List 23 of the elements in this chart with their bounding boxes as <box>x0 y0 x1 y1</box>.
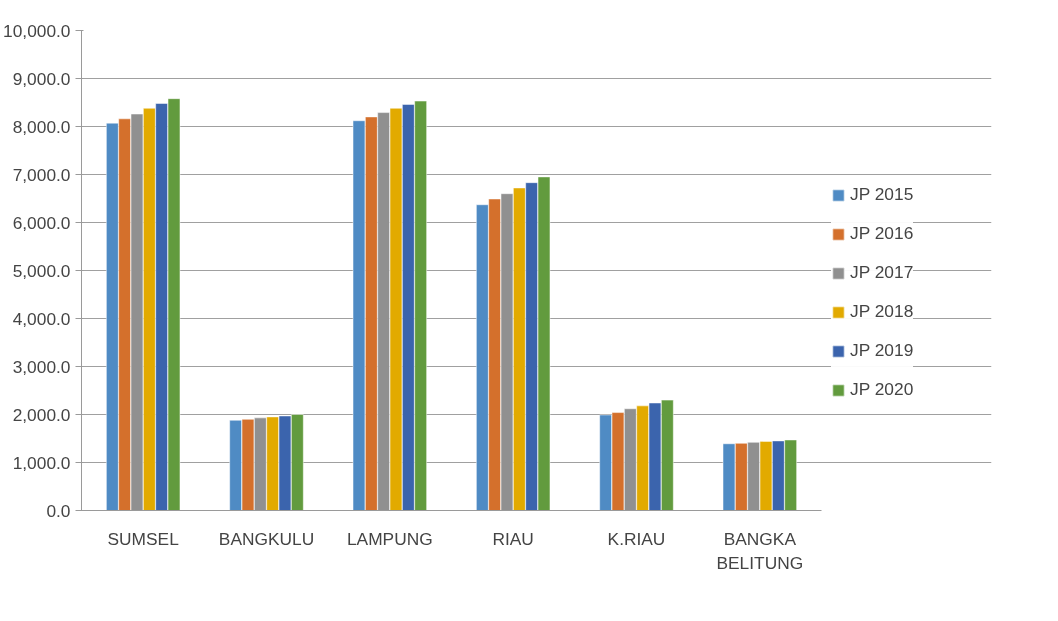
x-tick-label: LAMPUNG <box>346 528 433 549</box>
x-tick-label: BANGKA BELITUNG <box>716 528 804 573</box>
y-tick-label: 10,000.0 <box>3 20 71 41</box>
y-tick-label: 4,000.0 <box>12 308 71 329</box>
legend-label: JP 2017 <box>850 262 914 283</box>
y-tick-label: 9,000.0 <box>12 68 71 89</box>
y-tick-label: 3,000.0 <box>12 356 71 377</box>
y-tick-label: 7,000.0 <box>12 164 71 185</box>
legend-label: JP 2019 <box>850 340 914 361</box>
y-tick-label: 0.0 <box>46 500 71 521</box>
x-tick-label: K.RIAU <box>607 528 666 549</box>
y-tick-label: 8,000.0 <box>12 116 71 137</box>
y-tick-label: 5,000.0 <box>12 260 71 281</box>
legend-label: JP 2020 <box>850 379 914 400</box>
legend-label: JP 2016 <box>850 223 914 244</box>
x-tick-label: BANGKULU <box>218 528 315 549</box>
x-tick-label: RIAU <box>492 528 534 549</box>
y-tick-label: 6,000.0 <box>12 212 71 233</box>
legend-label: JP 2018 <box>850 301 914 322</box>
x-tick-label: SUMSEL <box>107 528 180 549</box>
legend-label: JP 2015 <box>850 184 914 205</box>
y-tick-label: 2,000.0 <box>12 404 71 425</box>
y-tick-label: 1,000.0 <box>12 452 71 473</box>
